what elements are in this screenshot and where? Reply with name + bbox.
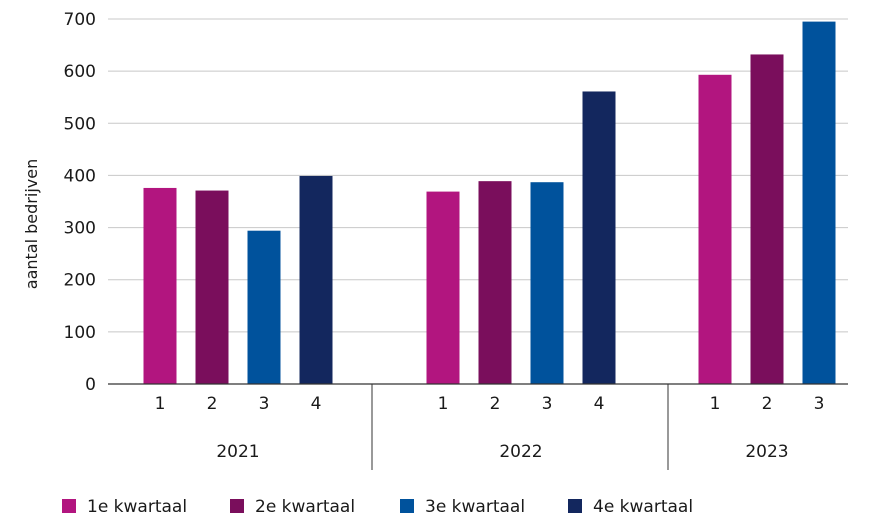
x-group-label: 2021 [216,442,259,462]
bars [143,21,836,385]
y-axis-label: aantal bedrijven [22,159,41,289]
bar-2021-q3 [247,230,281,384]
x-tick-label: 3 [814,394,825,414]
y-tick-label: 500 [64,114,96,134]
y-tick-label: 300 [64,219,96,239]
x-tick-label: 1 [438,394,449,414]
axes: 0 100 200 300 400 500 600 700 1 2 3 4 2021 1 2 3 4 2022 1 2… [64,10,848,470]
bar-2023-q1 [698,74,732,385]
bar-2022-q4 [582,91,616,384]
y-tick-label: 400 [64,166,96,186]
x-tick-label: 1 [710,394,721,414]
x-tick-label: 2 [207,394,218,414]
y-tick-label: 700 [64,10,96,30]
x-group-label: 2023 [745,442,788,462]
x-group-label: 2022 [499,442,542,462]
y-tick-label: 600 [64,62,96,82]
legend-label: 2e kwartaal [255,497,355,515]
x-tick-label: 4 [594,394,605,414]
bar-2021-q2 [195,190,229,384]
y-tick-label: 200 [64,271,96,291]
bar-2021-q1 [143,187,177,384]
bar-2023-q2 [750,54,784,384]
y-tick-label: 0 [85,375,96,395]
x-tick-label: 2 [490,394,501,414]
bar-2022-q2 [478,181,512,384]
legend-swatch [62,499,76,513]
x-tick-label: 3 [259,394,270,414]
bar-2022-q3 [530,182,564,384]
legend-swatch [568,499,582,513]
legend-label: 1e kwartaal [87,497,187,515]
gridlines [108,18,848,333]
x-tick-label: 2 [762,394,773,414]
legend: 1e kwartaal 2e kwartaal 3e kwartaal 4e kwar… [62,497,693,515]
y-tick-label: 100 [64,323,96,343]
legend-swatch [230,499,244,513]
x-tick-label: 4 [311,394,322,414]
x-tick-label: 1 [155,394,166,414]
legend-swatch [400,499,414,513]
bar-2023-q3 [802,21,836,384]
bar-2022-q1 [426,191,460,384]
x-tick-label: 3 [542,394,553,414]
bar-2021-q4 [299,175,333,384]
legend-label: 4e kwartaal [593,497,693,515]
legend-label: 3e kwartaal [425,497,525,515]
